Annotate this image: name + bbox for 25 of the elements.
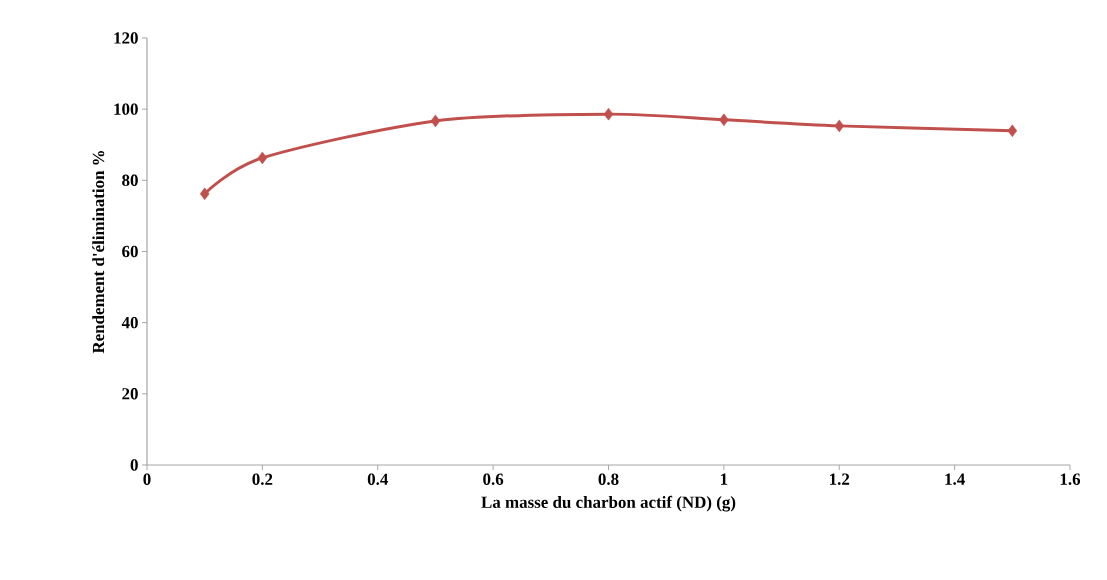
- point: [719, 113, 729, 127]
- y-axis-title: Rendement d'élimination %: [92, 150, 105, 354]
- y-tick-label: 60: [122, 245, 138, 258]
- point: [603, 107, 614, 121]
- x-axis-title: La masse du charbon actif (ND) (g): [481, 495, 736, 512]
- x-tick-label: 0: [143, 473, 151, 485]
- x-tick-label: 0.4: [367, 473, 389, 485]
- y-tick-label: 100: [114, 103, 138, 115]
- point: [199, 187, 210, 201]
- x-tick-label: 1: [721, 473, 728, 485]
- x-tick-label: 1.2: [830, 473, 850, 485]
- y-tick-label: 20: [122, 388, 138, 400]
- x-tick-label: 1.4: [945, 473, 965, 485]
- point: [430, 114, 441, 128]
- point: [1007, 124, 1018, 138]
- x-tick-label: 0.8: [598, 473, 619, 485]
- y-tick-label: 80: [122, 174, 138, 187]
- y-tick-label: 120: [114, 32, 138, 44]
- x-tick-label: 0.6: [483, 473, 504, 485]
- x-tick-label: 0.2: [252, 473, 273, 485]
- y-tick-label: 40: [121, 316, 138, 329]
- x-tick-label: 1.6: [1060, 473, 1081, 485]
- point: [257, 151, 268, 165]
- y-tick-label: 0: [130, 459, 138, 471]
- point: [834, 119, 845, 133]
